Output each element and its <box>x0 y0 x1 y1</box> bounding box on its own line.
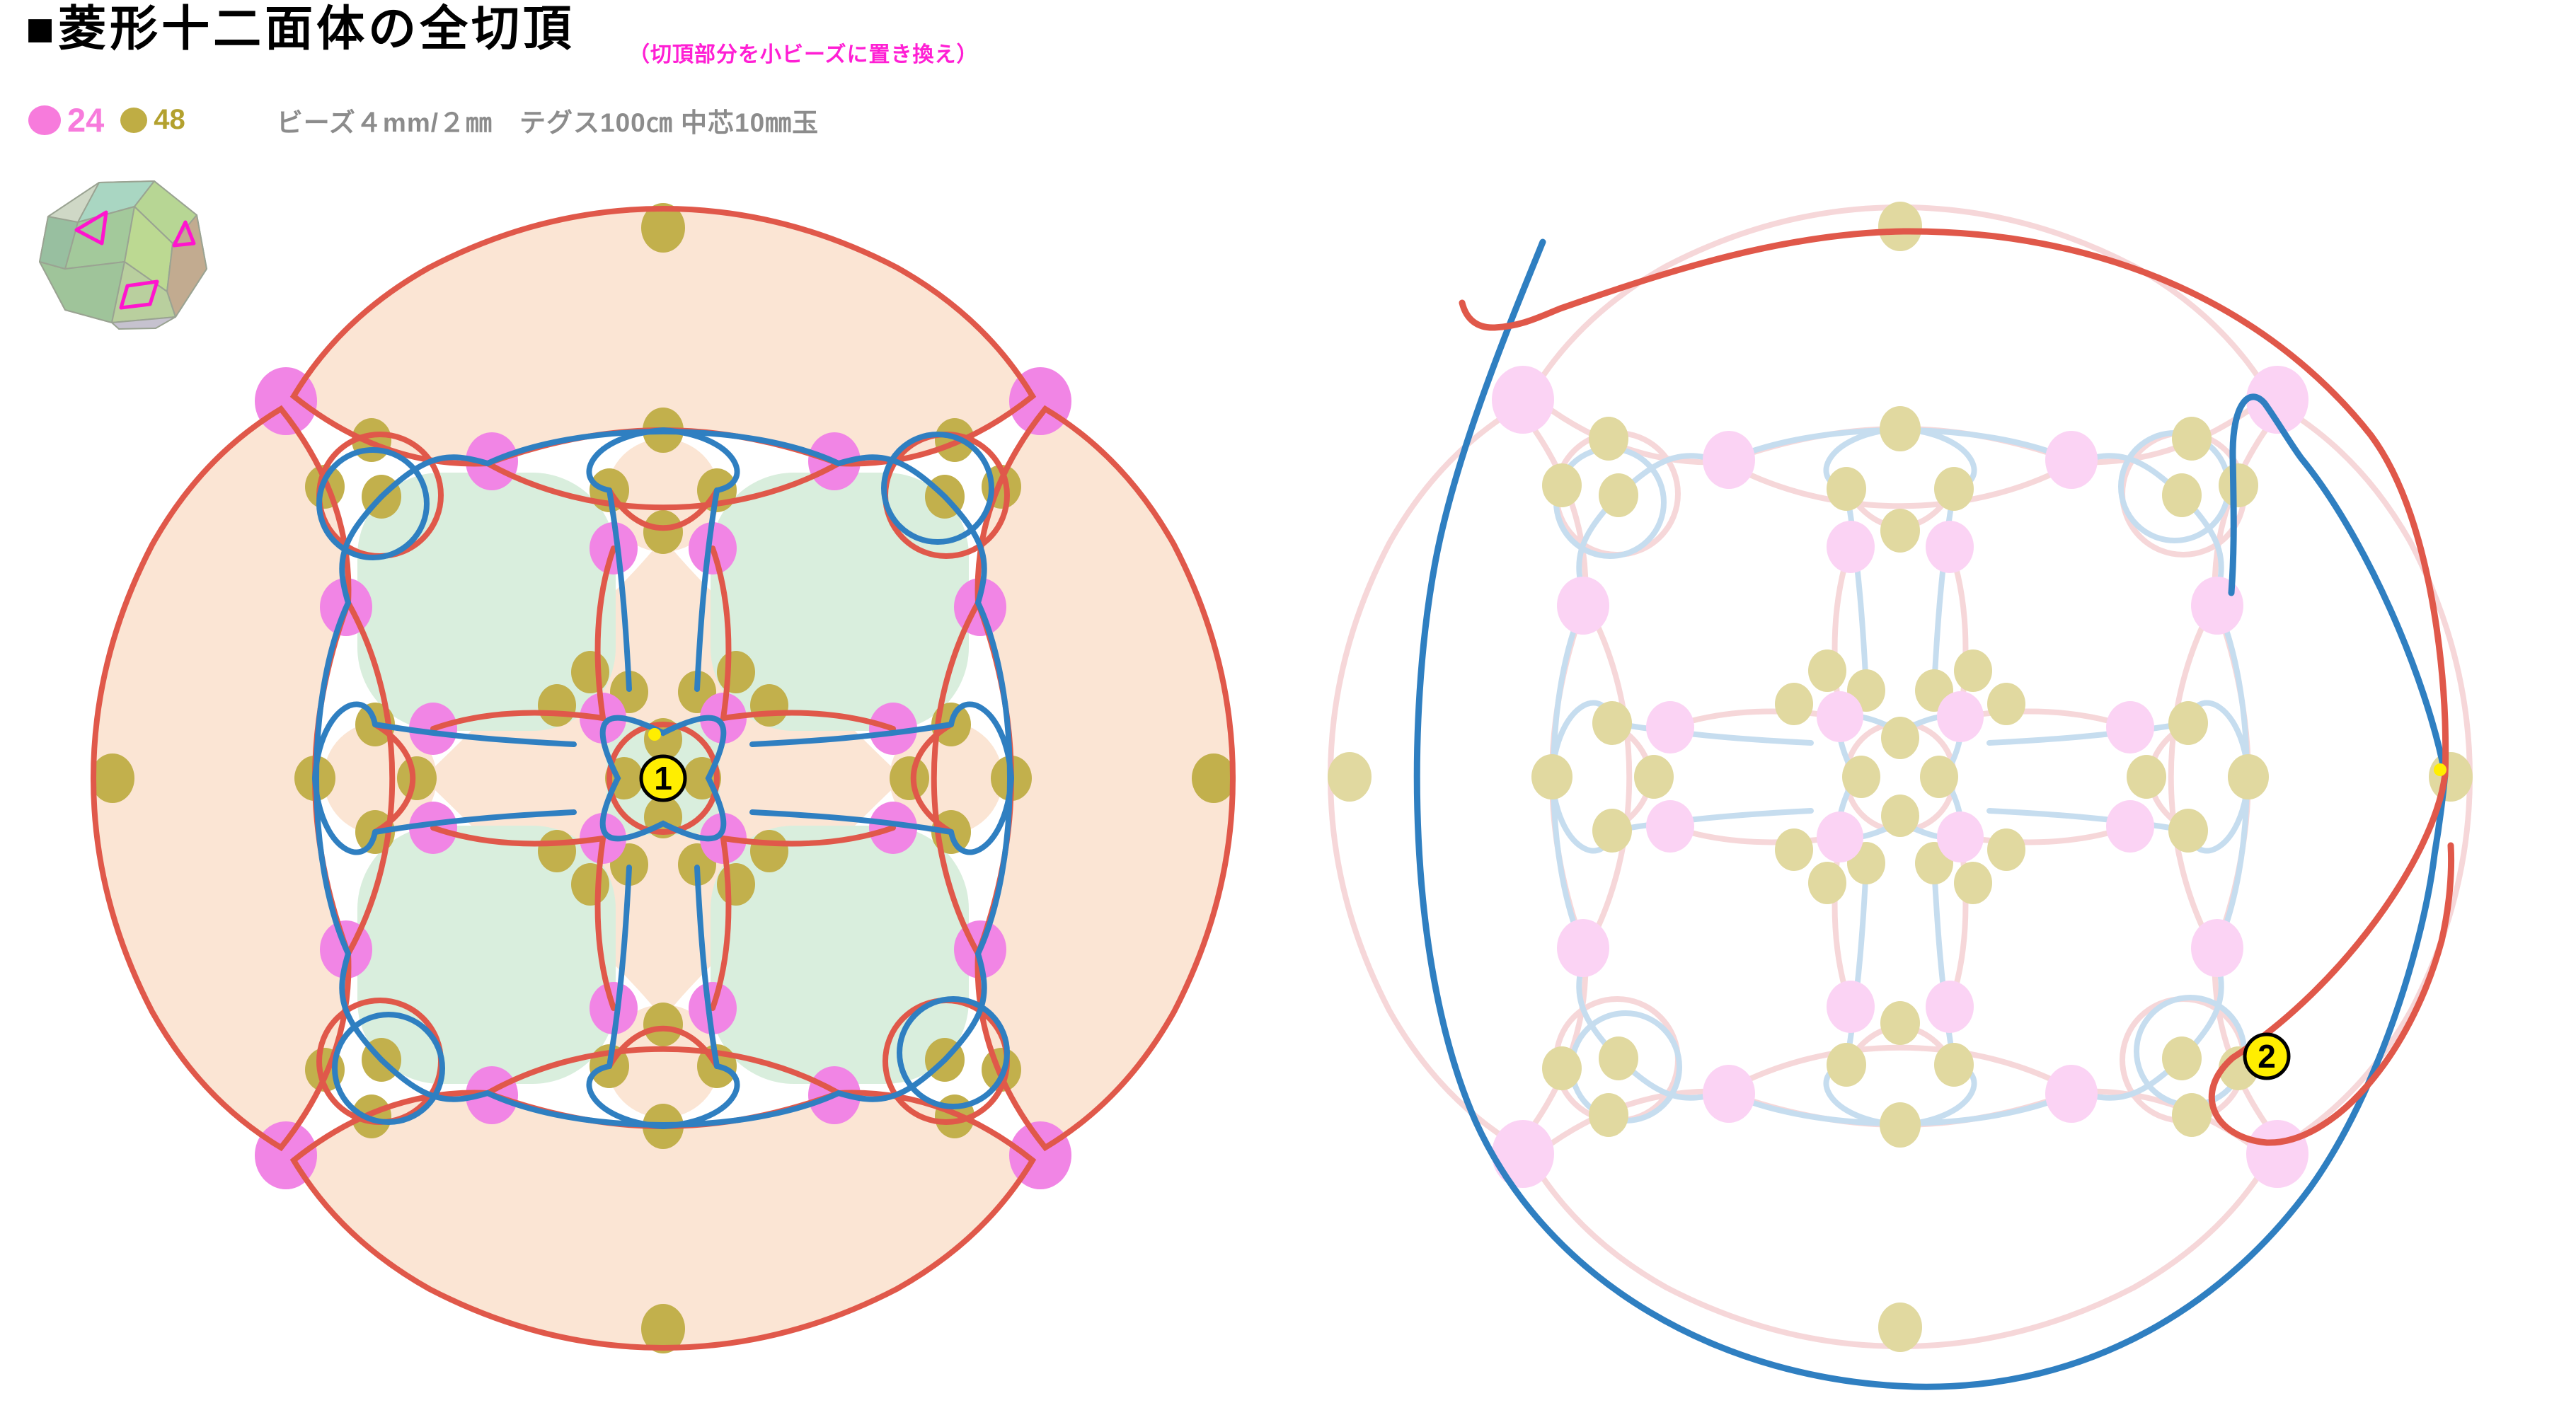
pink-bead <box>1703 431 1755 489</box>
gold-bead <box>890 756 929 800</box>
gold-bead <box>2162 1036 2202 1080</box>
step-marker: 1 <box>641 756 685 800</box>
gold-bead <box>1954 862 1992 904</box>
gold-bead <box>1592 701 1632 745</box>
gold-bead <box>750 684 788 727</box>
gold-bead <box>1634 755 1674 799</box>
pink-bead <box>1646 701 1694 753</box>
gold-bead <box>1954 649 1992 692</box>
pink-bead <box>1827 981 1875 1033</box>
pink-bead <box>1492 1120 1554 1188</box>
gold-bead <box>1880 406 1921 451</box>
pink-bead <box>1492 366 1554 434</box>
gold-bead <box>1808 649 1846 692</box>
step-number: 2 <box>2258 1038 2276 1075</box>
pink-bead <box>1926 981 1974 1033</box>
pink-bead <box>2191 919 2243 977</box>
gold-bead <box>1880 1102 1921 1148</box>
gold-bead <box>1880 1001 1920 1045</box>
pink-bead <box>1937 812 1984 862</box>
gold-bead <box>717 863 755 906</box>
gold-bead <box>717 651 755 693</box>
bead-layer <box>1328 202 2473 1352</box>
gold-bead <box>1920 756 1958 798</box>
gold-bead <box>1808 862 1846 904</box>
pink-bead <box>2045 1065 2098 1123</box>
gold-bead <box>2127 755 2166 799</box>
thread-start-dot <box>2434 763 2446 776</box>
gold-bead <box>1328 752 1372 802</box>
gold-bead <box>571 863 609 906</box>
gold-bead <box>1192 753 1236 803</box>
pink-bead <box>2246 1120 2308 1188</box>
page: ■菱形十二面体の全切頂 （切頂部分を小ビーズに置き換え） 24 48 ビーズ４m… <box>0 0 2576 1415</box>
gold-bead <box>1775 683 1813 725</box>
gold-bead <box>2429 752 2473 802</box>
pink-bead <box>1926 521 1974 573</box>
gold-bead <box>2228 754 2269 799</box>
step2-labels: 2 <box>2245 763 2446 1078</box>
gold-bead <box>2219 463 2258 507</box>
gold-bead <box>750 830 788 872</box>
gold-bead <box>1881 717 1919 759</box>
gold-bead <box>1827 467 1866 511</box>
gold-bead <box>397 756 437 800</box>
pink-bead <box>1817 691 1863 742</box>
gold-bead <box>571 651 609 693</box>
pink-bead <box>1827 521 1875 573</box>
gold-bead <box>643 510 683 554</box>
gold-bead <box>2168 701 2208 745</box>
gold-bead <box>1827 1043 1866 1087</box>
gold-bead <box>1542 1046 1582 1090</box>
gold-bead <box>1881 795 1919 837</box>
gold-bead <box>1542 463 1582 507</box>
gold-bead <box>1987 683 2025 725</box>
gold-bead <box>643 1003 683 1046</box>
step1-diagram: 1 <box>91 203 1236 1353</box>
bead-diagrams: 12 <box>0 0 2576 1415</box>
gold-bead <box>1531 754 1572 799</box>
pink-bead <box>1703 1065 1755 1123</box>
pink-bead <box>1557 919 1609 977</box>
gold-bead <box>1589 417 1628 461</box>
gold-bead <box>1592 809 1632 853</box>
pink-bead <box>1646 800 1694 853</box>
gold-bead <box>1589 1093 1628 1137</box>
gold-bead <box>1987 828 2025 871</box>
pink-bead <box>2106 701 2154 753</box>
gold-bead <box>91 753 134 803</box>
gold-bead <box>2172 1093 2212 1137</box>
gold-bead <box>1599 1036 1638 1080</box>
pink-bead <box>2106 800 2154 853</box>
gold-bead <box>538 830 576 872</box>
pink-bead <box>2191 577 2243 635</box>
gold-bead <box>1842 756 1880 798</box>
gold-bead <box>2172 417 2212 461</box>
gold-bead <box>1880 509 1920 553</box>
gold-bead <box>2162 473 2202 517</box>
gold-bead <box>1878 1303 1922 1352</box>
pink-bead <box>1937 691 1984 742</box>
step2-diagram <box>1328 202 2473 1352</box>
step-number: 1 <box>654 760 672 797</box>
gold-bead <box>2168 809 2208 853</box>
gold-bead <box>1775 828 1813 871</box>
pink-bead <box>1817 812 1863 862</box>
thread-start-dot <box>648 728 661 741</box>
step-marker: 2 <box>2245 1034 2289 1078</box>
gold-bead <box>538 684 576 727</box>
gold-bead <box>1934 467 1974 511</box>
gold-bead <box>1599 473 1638 517</box>
pink-bead <box>1557 577 1609 635</box>
gold-bead <box>1878 202 1922 251</box>
pink-bead <box>2045 431 2098 489</box>
gold-bead <box>1934 1043 1974 1087</box>
